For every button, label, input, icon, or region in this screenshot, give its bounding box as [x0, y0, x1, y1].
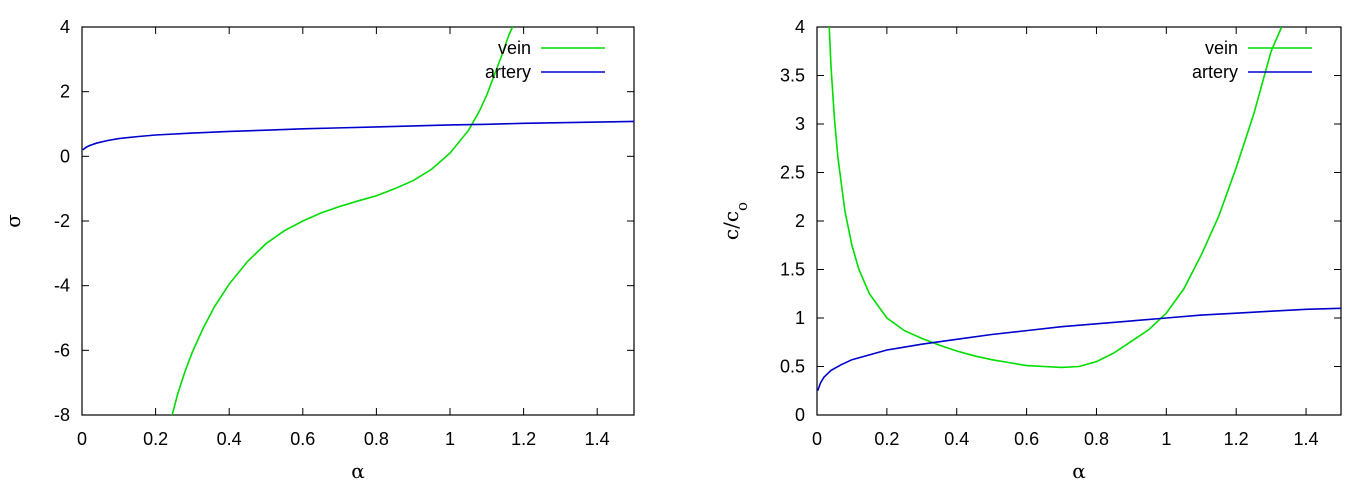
x-tick-label: 1.2	[511, 429, 536, 449]
y-tick-label: 1.5	[780, 260, 805, 280]
x-axis-title: α	[1072, 459, 1086, 483]
y-axis-title-subscript: o	[733, 202, 751, 211]
x-tick-label: 0.4	[944, 429, 969, 449]
x-tick-label: 1	[1161, 429, 1171, 449]
x-tick-label: 0.8	[364, 429, 389, 449]
y-tick-label: 2	[795, 211, 805, 231]
x-tick-label: 0.8	[1084, 429, 1109, 449]
y-tick-label: -6	[54, 340, 70, 360]
x-tick-label: 0	[812, 429, 822, 449]
y-tick-label: 3.5	[780, 66, 805, 86]
legend-label-vein: vein	[498, 38, 531, 58]
y-tick-label: 4	[795, 17, 805, 37]
x-tick-label: 0.6	[290, 429, 315, 449]
chart-panel-1: 0 0.2 0.4 0.6 0.8 1 1.2 1.4 -8 -6 -4 -2 0 2 4 α σ vein art…	[1, 17, 635, 483]
x-tick-label: 0	[77, 429, 87, 449]
y-tick-label: 2.5	[780, 163, 805, 183]
y-tick-label: 0	[60, 146, 70, 166]
y-tick-label: 0	[795, 405, 805, 425]
chart-panel-2: 0 0.2 0.4 0.6 0.8 1 1.2 1.4 0 0.5 1 1.5 2 2.5 3 3.5 4 α c/…	[719, 17, 1342, 483]
y-axis-title: σ	[1, 214, 25, 228]
y-tick-label: 3	[795, 114, 805, 134]
y-tick-label: 0.5	[780, 357, 805, 377]
series-line-vein	[171, 27, 514, 415]
series-line-vein	[828, 27, 1283, 369]
plot-frame	[81, 26, 635, 416]
y-tick-label: -2	[54, 211, 70, 231]
x-tick-label: 0.4	[217, 429, 242, 449]
x-tick-label: 0.2	[143, 429, 168, 449]
series-line-artery	[817, 307, 1341, 392]
x-tick-label: 1.4	[585, 429, 610, 449]
x-tick-label: 1	[445, 429, 455, 449]
x-tick-label: 0.2	[874, 429, 899, 449]
y-tick-label: -4	[54, 276, 70, 296]
y-axis-title: c/co	[719, 202, 751, 240]
y-tick-label: 1	[795, 308, 805, 328]
x-axis-title: α	[351, 459, 365, 483]
y-tick-label: -8	[54, 405, 70, 425]
legend-label-vein: vein	[1205, 38, 1238, 58]
x-tick-label: 0.6	[1014, 429, 1039, 449]
y-tick-label: 2	[60, 82, 70, 102]
legend-label-artery: artery	[1192, 62, 1238, 82]
y-tick-label: 4	[60, 17, 70, 37]
x-tick-label: 1.4	[1294, 429, 1319, 449]
series-line-artery	[82, 120, 634, 151]
x-tick-label: 1.2	[1224, 429, 1249, 449]
legend-label-artery: artery	[485, 62, 531, 82]
